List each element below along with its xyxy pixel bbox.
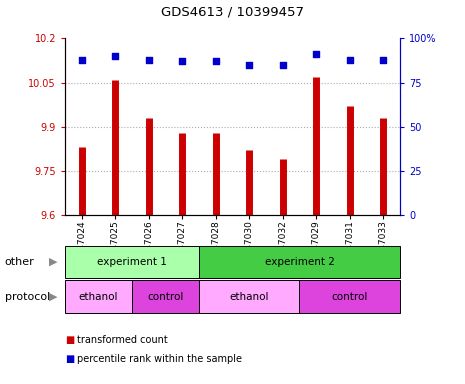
- Point: [78, 56, 86, 63]
- Text: ▶: ▶: [49, 257, 58, 267]
- Point: [379, 56, 387, 63]
- Text: ▶: ▶: [49, 291, 58, 302]
- Text: percentile rank within the sample: percentile rank within the sample: [77, 354, 242, 364]
- Point: [179, 58, 186, 65]
- Point: [246, 62, 253, 68]
- Text: GDS4613 / 10399457: GDS4613 / 10399457: [161, 6, 304, 19]
- Point: [145, 56, 153, 63]
- Point: [279, 62, 286, 68]
- Text: ethanol: ethanol: [79, 291, 118, 302]
- Point: [346, 56, 353, 63]
- Text: ethanol: ethanol: [230, 291, 269, 302]
- Text: ■: ■: [65, 354, 74, 364]
- Point: [312, 51, 320, 57]
- Text: experiment 1: experiment 1: [97, 257, 167, 267]
- Text: control: control: [332, 291, 368, 302]
- Text: control: control: [147, 291, 184, 302]
- Text: experiment 2: experiment 2: [265, 257, 334, 267]
- Text: ■: ■: [65, 335, 74, 345]
- Point: [112, 53, 119, 59]
- Point: [212, 58, 219, 65]
- Text: protocol: protocol: [5, 291, 50, 302]
- Text: other: other: [5, 257, 34, 267]
- Text: transformed count: transformed count: [77, 335, 167, 345]
